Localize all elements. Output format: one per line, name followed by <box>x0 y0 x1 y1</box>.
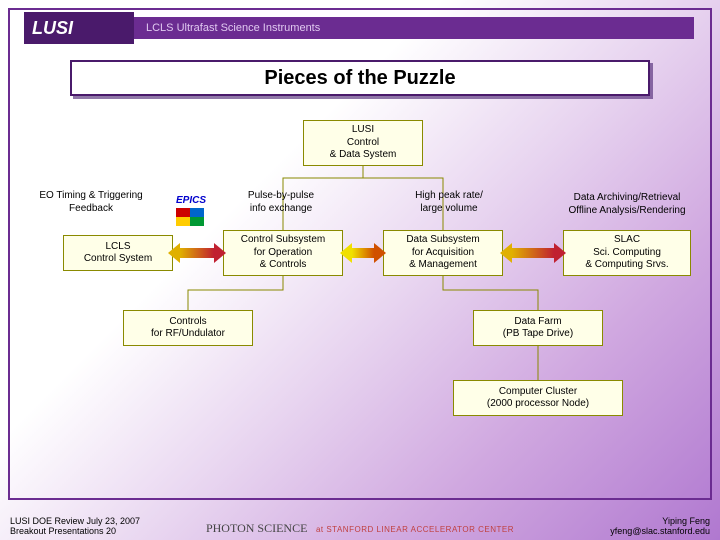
footer-center: PHOTON SCIENCE at STANFORD LINEAR ACCELE… <box>206 521 514 536</box>
lusi-logo: LUSI <box>24 12 134 44</box>
connector-lines <box>8 110 712 492</box>
node-farm: Data Farm(PB Tape Drive) <box>473 310 603 346</box>
footer-right: Yiping Feng yfeng@slac.stanford.edu <box>610 516 710 536</box>
label-eo: EO Timing & TriggeringFeedback <box>16 190 166 215</box>
epics-label: EPICS <box>176 195 206 226</box>
label-peak: High peak rate/large volume <box>394 190 504 215</box>
footer-left: LUSI DOE Review July 23, 2007 Breakout P… <box>10 516 140 536</box>
diagram-area: LUSIControl& Data System Control Subsyste… <box>8 110 712 492</box>
label-pulse: Pulse-by-pulseinfo exchange <box>226 190 336 215</box>
biarrow-2 <box>500 240 566 266</box>
footer: LUSI DOE Review July 23, 2007 Breakout P… <box>10 502 710 536</box>
node-slac: SLACSci. Computing& Computing Srvs. <box>563 230 691 276</box>
node-rf: Controlsfor RF/Undulator <box>123 310 253 346</box>
node-data_sub: Data Subsystemfor Acquisition& Managemen… <box>383 230 503 276</box>
node-ctrl_sub: Control Subsystemfor Operation& Controls <box>223 230 343 276</box>
slide-title: Pieces of the Puzzle <box>70 60 650 96</box>
node-cluster: Computer Cluster(2000 processor Node) <box>453 380 623 416</box>
node-root: LUSIControl& Data System <box>303 120 423 166</box>
node-lcls: LCLSControl System <box>63 235 173 271</box>
biarrow-0 <box>168 240 226 266</box>
lusi-tagline: LCLS Ultrafast Science Instruments <box>134 17 694 39</box>
label-archive: Data Archiving/RetrievalOffline Analysis… <box>542 192 712 217</box>
header-bar: LUSI LCLS Ultrafast Science Instruments <box>8 8 712 48</box>
biarrow-1 <box>340 240 386 266</box>
